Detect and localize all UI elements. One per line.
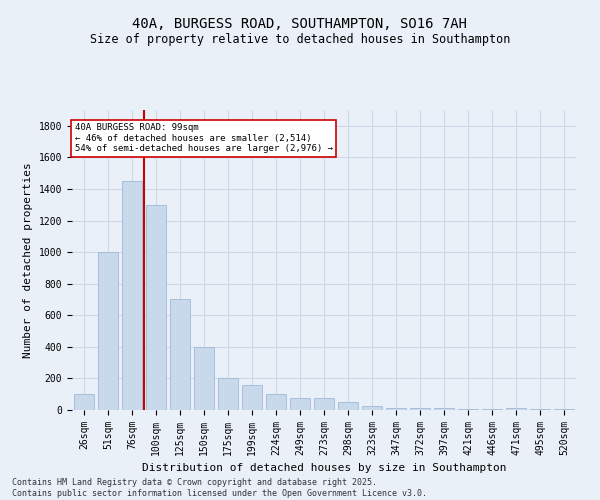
Text: 40A, BURGESS ROAD, SOUTHAMPTON, SO16 7AH: 40A, BURGESS ROAD, SOUTHAMPTON, SO16 7AH	[133, 18, 467, 32]
Bar	[290, 398, 310, 410]
Bar	[122, 181, 142, 410]
Bar	[98, 252, 118, 410]
Y-axis label: Number of detached properties: Number of detached properties	[23, 162, 33, 358]
Bar	[506, 408, 526, 410]
Bar	[170, 300, 190, 410]
Bar	[362, 406, 382, 410]
Bar	[242, 384, 262, 410]
Bar	[194, 347, 214, 410]
Bar	[458, 409, 478, 410]
Text: Size of property relative to detached houses in Southampton: Size of property relative to detached ho…	[90, 32, 510, 46]
X-axis label: Distribution of detached houses by size in Southampton: Distribution of detached houses by size …	[142, 464, 506, 473]
Bar	[314, 398, 334, 410]
Bar	[218, 378, 238, 410]
Bar	[74, 394, 94, 410]
Bar	[482, 409, 502, 410]
Text: Contains HM Land Registry data © Crown copyright and database right 2025.
Contai: Contains HM Land Registry data © Crown c…	[12, 478, 427, 498]
Bar	[266, 394, 286, 410]
Bar	[434, 408, 454, 410]
Text: 40A BURGESS ROAD: 99sqm
← 46% of detached houses are smaller (2,514)
54% of semi: 40A BURGESS ROAD: 99sqm ← 46% of detache…	[74, 124, 332, 154]
Bar	[530, 409, 550, 410]
Bar	[554, 409, 574, 410]
Bar	[338, 402, 358, 410]
Bar	[146, 204, 166, 410]
Bar	[410, 408, 430, 410]
Bar	[386, 408, 406, 410]
